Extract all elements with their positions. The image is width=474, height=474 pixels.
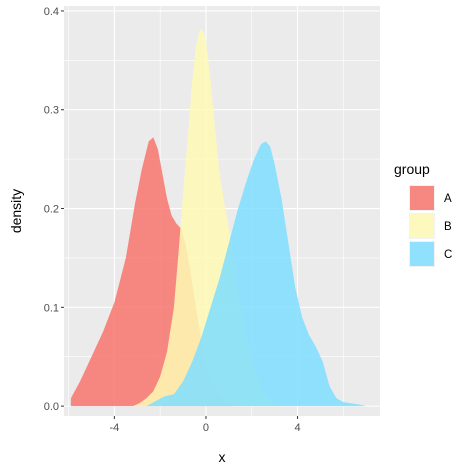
legend: group A B C [394,161,452,267]
y-tick-label: 0.1 [44,302,59,314]
y-tick-label: 0.0 [44,401,59,413]
density-area-b [132,28,280,407]
legend-key-b [410,214,434,238]
x-tick-label: -4 [109,422,119,434]
y-tick-label: 0.4 [44,6,59,18]
density-area-c [146,141,367,407]
y-tick-label: 0.2 [44,204,59,216]
x-tick-label: 4 [295,422,301,434]
legend-key-c [410,242,434,266]
density-areas [70,28,367,407]
legend-label-c: C [444,249,452,261]
legend-label-b: B [444,221,452,233]
y-axis: 0.0 0.1 0.2 0.3 0.4 [44,6,64,413]
y-axis-title: density [8,189,24,233]
x-axis: -4 0 4 [109,416,301,434]
legend-title: group [394,161,430,177]
x-tick-label: 0 [203,422,209,434]
y-tick-label: 0.3 [44,105,59,117]
legend-label-a: A [444,193,452,205]
x-axis-title: x [219,449,226,465]
legend-key-a [410,186,434,210]
